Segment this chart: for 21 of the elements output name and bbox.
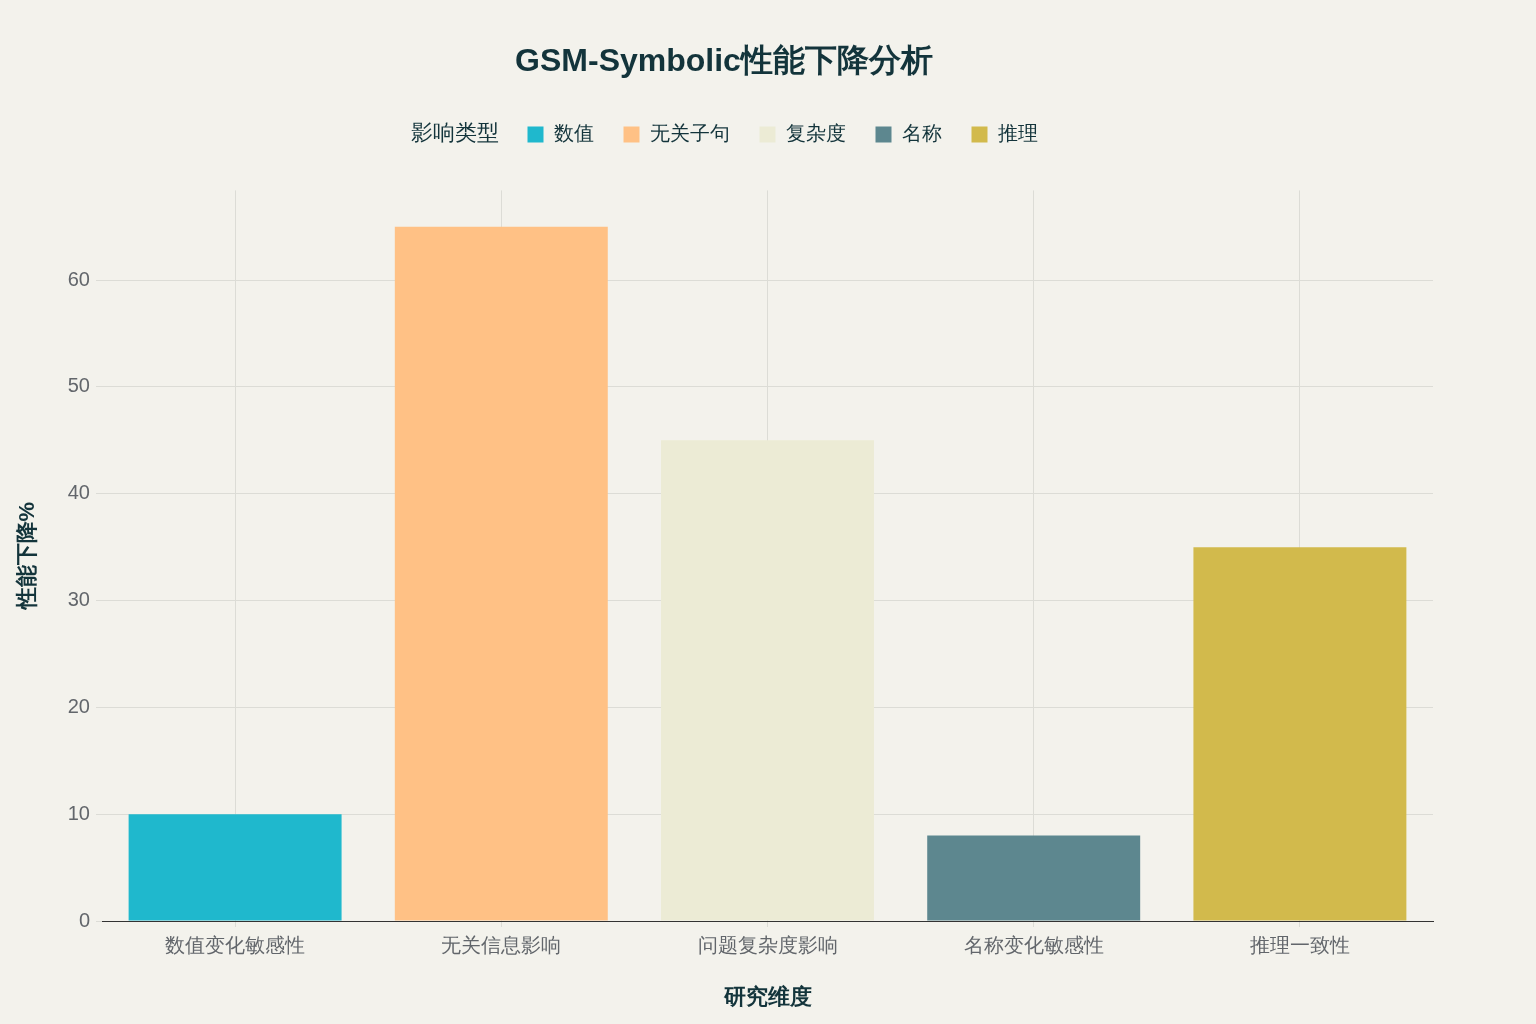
- y-tick-label: 20: [67, 694, 90, 717]
- x-tick-label: 数值变化敏感性: [165, 933, 306, 956]
- chart-title: GSM-Symbolic性能下降分析: [515, 42, 933, 79]
- legend-label: 推理: [997, 121, 1038, 144]
- legend-label: 复杂度: [785, 121, 846, 144]
- x-axis-title: 研究维度: [722, 983, 812, 1009]
- x-tick-label: 推理一致性: [1249, 933, 1350, 956]
- legend-label: 无关子句: [649, 121, 730, 144]
- legend-label: 数值: [553, 121, 594, 144]
- y-tick-label: 40: [67, 481, 90, 504]
- x-tick-label: 问题复杂度影响: [697, 933, 838, 956]
- x-tick-label: 无关信息影响: [441, 933, 562, 956]
- y-tick-label: 30: [67, 588, 90, 611]
- y-tick-label: 0: [78, 908, 90, 931]
- y-tick-label: 60: [67, 267, 90, 290]
- legend-title: 影响类型: [410, 120, 499, 146]
- legend-label: 名称: [901, 121, 942, 144]
- y-axis-title: 性能下降%: [14, 501, 40, 612]
- y-tick-label: 10: [67, 801, 90, 824]
- y-tick-label: 50: [67, 374, 90, 397]
- x-tick-label: 名称变化敏感性: [963, 933, 1104, 956]
